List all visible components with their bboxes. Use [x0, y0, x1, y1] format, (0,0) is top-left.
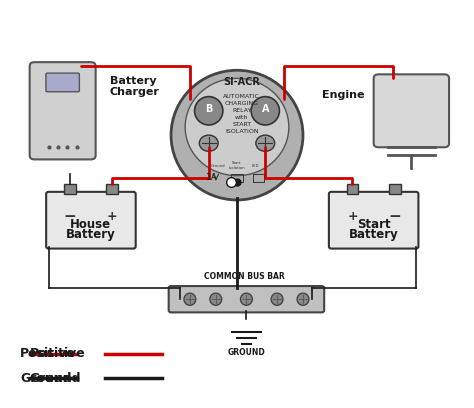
Ellipse shape	[195, 97, 223, 125]
Text: −: −	[389, 208, 401, 224]
Ellipse shape	[184, 293, 196, 305]
Text: SI-ACR: SI-ACR	[223, 78, 260, 87]
Text: Start: Start	[357, 218, 391, 231]
Text: RELAY: RELAY	[232, 108, 251, 113]
Text: Positive: Positive	[20, 348, 76, 360]
Text: Ground: Ground	[211, 164, 226, 168]
Bar	[389, 184, 401, 194]
Text: Battery: Battery	[66, 228, 116, 241]
Text: ISOLATION: ISOLATION	[225, 129, 258, 133]
Text: +: +	[347, 210, 358, 223]
Ellipse shape	[297, 293, 309, 305]
Text: 1A: 1A	[206, 173, 218, 182]
Ellipse shape	[210, 293, 222, 305]
Bar	[231, 174, 243, 182]
Text: COMMON BUS BAR: COMMON BUS BAR	[204, 272, 284, 281]
FancyBboxPatch shape	[329, 192, 419, 248]
Text: Engine: Engine	[322, 90, 364, 100]
Text: AUTOMATIC: AUTOMATIC	[223, 94, 260, 99]
Ellipse shape	[251, 97, 279, 125]
Text: GROUND: GROUND	[228, 348, 265, 357]
Ellipse shape	[271, 293, 283, 305]
FancyBboxPatch shape	[46, 73, 79, 92]
Bar	[253, 174, 264, 182]
Text: Start
Isolation: Start Isolation	[228, 161, 246, 170]
FancyBboxPatch shape	[46, 192, 136, 248]
Bar	[64, 184, 76, 194]
Bar	[106, 184, 118, 194]
Text: Battery: Battery	[349, 228, 399, 241]
Text: Ground: Ground	[30, 372, 81, 385]
FancyBboxPatch shape	[30, 62, 96, 160]
Text: B: B	[205, 104, 212, 114]
Text: Positive: Positive	[30, 348, 85, 360]
Text: +: +	[107, 210, 118, 223]
Ellipse shape	[185, 78, 289, 175]
Bar	[346, 184, 358, 194]
Text: LED: LED	[252, 164, 260, 168]
Ellipse shape	[256, 135, 275, 151]
Text: CHARGING: CHARGING	[225, 101, 259, 106]
Text: Ground: Ground	[20, 372, 72, 385]
Ellipse shape	[199, 135, 218, 151]
Text: START: START	[232, 122, 251, 126]
FancyBboxPatch shape	[169, 286, 324, 313]
Text: A: A	[262, 104, 269, 114]
Ellipse shape	[171, 70, 303, 200]
Text: Battery
Charger: Battery Charger	[110, 76, 160, 97]
Text: −: −	[64, 208, 76, 224]
FancyBboxPatch shape	[374, 74, 449, 147]
Text: with: with	[235, 115, 248, 120]
Text: House: House	[70, 218, 111, 231]
Ellipse shape	[240, 293, 252, 305]
